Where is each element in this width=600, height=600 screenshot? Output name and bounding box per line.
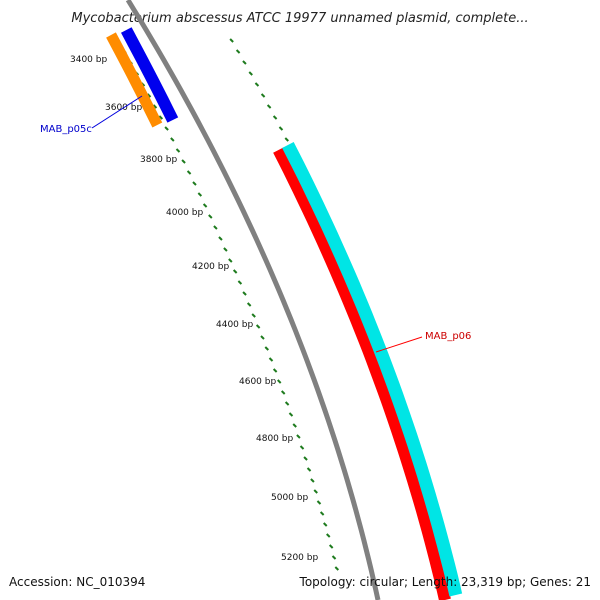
- cyan-feature-track[interactable]: [282, 142, 463, 597]
- tick-label: 5000 bp: [271, 493, 308, 503]
- inner-tick: [313, 489, 318, 494]
- inner-tick: [268, 357, 274, 362]
- inner-tick: [232, 269, 238, 274]
- inner-tick: [192, 181, 197, 186]
- outer-tick: [272, 115, 278, 120]
- gene-label-mab-p05c[interactable]: MAB_p05c: [40, 124, 92, 135]
- plasmid-backbone: [125, 0, 381, 600]
- tick-label: 4400 bp: [216, 320, 253, 330]
- gene-label-leader: [91, 95, 143, 129]
- gene-label-mab-p06[interactable]: MAB_p06: [425, 331, 471, 342]
- inner-tick: [284, 401, 290, 406]
- inner-tick: [316, 500, 322, 505]
- inner-tick: [292, 423, 297, 428]
- inner-tick: [288, 412, 294, 417]
- inner-tick: [228, 258, 233, 263]
- inner-tick: [260, 335, 265, 340]
- inner-tick: [202, 203, 208, 208]
- inner-tick: [170, 137, 175, 142]
- inner-tick: [186, 170, 192, 175]
- inner-tick: [181, 159, 186, 164]
- inner-tick: [328, 544, 334, 549]
- tick-label: 5200 bp: [281, 553, 318, 563]
- inner-tick: [255, 324, 261, 329]
- backbone-circle: [125, 0, 381, 600]
- inner-tick: [242, 291, 247, 296]
- blue-feature-arc[interactable]: [120, 27, 179, 123]
- inner-tick: [152, 104, 158, 109]
- topology-summary: Topology: circular; Length: 23,319 bp; G…: [299, 575, 591, 589]
- inner-tick: [208, 214, 213, 219]
- inner-tick: [272, 368, 278, 373]
- inner-tick: [246, 302, 252, 307]
- outer-tick: [266, 104, 272, 109]
- outer-tick: [248, 71, 253, 76]
- outer-tick: [254, 82, 260, 87]
- inner-tick: [158, 115, 164, 120]
- tick-label: 4000 bp: [166, 208, 203, 218]
- map-title: Mycobacterium abscessus ATCC 19977 unnam…: [71, 11, 528, 26]
- inner-tick: [306, 467, 312, 472]
- inner-tick: [264, 346, 269, 351]
- accession-text: Accession: NC_010394: [9, 575, 145, 589]
- inner-tick: [296, 434, 301, 439]
- gene-label-leader: [375, 336, 423, 353]
- inner-tick: [277, 379, 282, 384]
- inner-tick: [299, 445, 305, 450]
- inner-tick: [251, 313, 256, 318]
- outer-tick: [284, 137, 289, 142]
- outer-tick: [229, 38, 234, 43]
- inner-tick: [323, 522, 328, 527]
- inner-tick: [197, 192, 203, 197]
- inner-tick: [280, 390, 286, 395]
- outer-tick: [235, 49, 241, 54]
- inner-tick: [331, 555, 337, 560]
- feature-tracks: [106, 27, 463, 600]
- orange-feature-track[interactable]: [106, 32, 163, 128]
- inner-tick: [213, 225, 218, 230]
- outer-tick: [278, 126, 284, 131]
- inner-tick: [310, 478, 315, 483]
- outer-tick: [260, 93, 266, 98]
- inner-tick: [218, 236, 223, 241]
- inner-tick: [334, 566, 340, 571]
- inner-tick: [175, 148, 181, 153]
- red-feature-arc[interactable]: [273, 147, 451, 600]
- inner-tick: [223, 247, 228, 252]
- outer-tick: [242, 60, 247, 65]
- tick-label: 3800 bp: [140, 155, 177, 165]
- tick-label: 4200 bp: [192, 262, 229, 272]
- inner-tick: [326, 533, 331, 538]
- tick-label: 4800 bp: [256, 434, 293, 444]
- inner-tick: [237, 280, 243, 285]
- inner-tick: [303, 456, 308, 461]
- tick-label: 3400 bp: [70, 55, 107, 65]
- tick-label: 4600 bp: [239, 377, 276, 387]
- inner-tick: [164, 126, 169, 131]
- inner-tick: [319, 511, 325, 516]
- gene-labels: MAB_p05c MAB_p06: [40, 95, 471, 353]
